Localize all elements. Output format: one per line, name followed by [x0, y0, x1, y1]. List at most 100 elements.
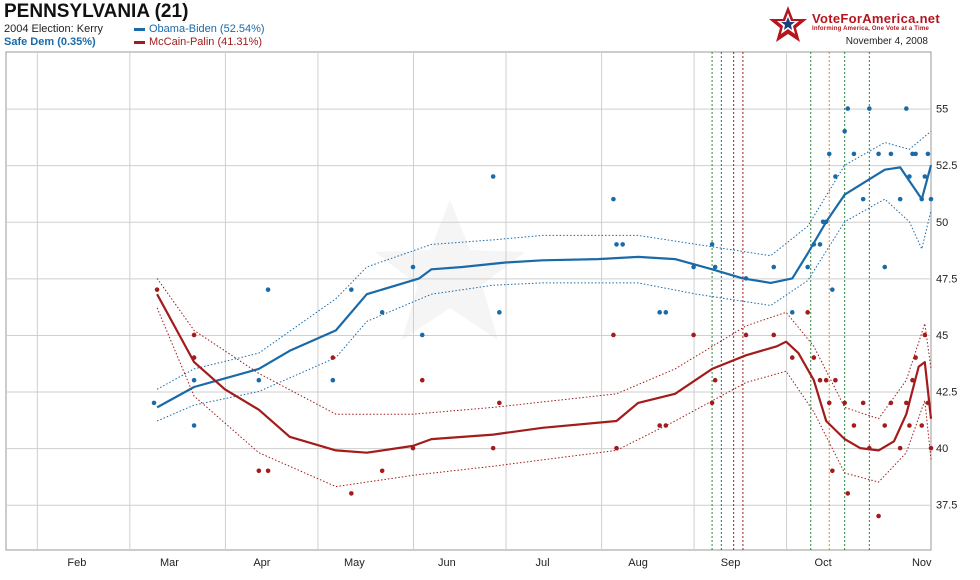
rep-poll-point: [897, 445, 903, 451]
legend-rep: McCain-Palin (41.31%): [134, 36, 262, 48]
dem-poll-point: [830, 287, 835, 292]
dem-poll-point: [743, 276, 749, 281]
legend-dem: Obama-Biden (52.54%): [134, 23, 265, 35]
rep-poll-point: [191, 332, 197, 338]
x-tick-label: Sep: [721, 557, 741, 569]
plot-frame: [5, 51, 932, 551]
rep-poll-point: [712, 377, 718, 383]
dem-poll-point: [256, 377, 262, 383]
dem-poll-point: [611, 196, 616, 202]
x-tick-label: Jul: [535, 557, 549, 569]
dem-poll-point: [851, 151, 857, 157]
dem-poll-point: [826, 151, 832, 157]
dem-poll-point: [191, 377, 197, 383]
dem-poll-point: [709, 242, 715, 247]
x-tick-label: Nov: [912, 557, 932, 569]
rep-poll-point: [709, 400, 715, 406]
dem-poll-point: [811, 242, 817, 247]
brand-tagline: Informing America, One Vote at a Time: [812, 26, 929, 32]
dem-poll-point: [663, 310, 669, 315]
y-tick-label: 52.5: [936, 160, 957, 172]
rep-poll-point: [256, 468, 262, 474]
rep-poll-point: [925, 400, 931, 406]
rep-poll-point: [888, 400, 894, 406]
legend-rep-swatch: [134, 40, 145, 44]
dem-poll-point: [410, 264, 416, 270]
dem-poll-point: [842, 128, 847, 134]
legend-dem-label: Obama-Biden (52.54%): [149, 23, 265, 35]
star-icon: [769, 6, 807, 42]
rep-poll-point: [851, 423, 857, 428]
dem-poll-point: [712, 264, 718, 270]
rep-lower-band: [156, 307, 932, 488]
rep-poll-point: [830, 468, 835, 474]
rep-poll-point: [611, 332, 616, 338]
status-label: Safe Dem (0.35%): [4, 36, 96, 48]
rep-poll-point: [154, 287, 160, 292]
dem-poll-point: [882, 264, 888, 270]
dem-poll-point: [876, 151, 881, 157]
rep-upper-band: [156, 278, 932, 420]
x-tick-label: Aug: [628, 557, 648, 569]
dem-poll-point: [620, 242, 625, 247]
dem-poll-point: [330, 377, 336, 383]
dem-poll-point: [888, 151, 894, 157]
brand-logo: VoteForAmerica.net Informing America, On…: [768, 4, 940, 44]
rep-poll-point: [833, 377, 838, 383]
date-label: November 4, 2008: [845, 36, 928, 47]
rep-poll-point: [842, 400, 847, 406]
rep-poll-point: [497, 400, 502, 406]
dem-poll-point: [379, 310, 385, 315]
rep-poll-point: [907, 423, 912, 428]
dem-poll-point: [907, 174, 912, 179]
rep-poll-point: [771, 332, 777, 338]
rep-poll-point: [805, 310, 810, 315]
x-tick-label: May: [344, 557, 365, 569]
x-tick-label: Jun: [438, 557, 456, 569]
rep-poll-point: [657, 423, 662, 428]
dem-poll-point: [490, 174, 496, 179]
rep-poll-point: [860, 400, 866, 406]
dem-poll-point: [928, 196, 934, 202]
y-tick-label: 47.5: [936, 273, 957, 285]
y-tick-label: 40: [936, 443, 948, 455]
rep-poll-point: [330, 355, 336, 360]
rep-poll-point: [882, 423, 888, 428]
rep-poll-point: [410, 445, 416, 451]
rep-poll-point: [191, 355, 197, 360]
dem-poll-point: [925, 151, 931, 157]
dem-poll-point: [771, 264, 777, 270]
x-tick-label: Mar: [160, 557, 179, 569]
x-tick-label: Apr: [253, 557, 270, 569]
rep-poll-point: [826, 400, 832, 406]
rep-poll-point: [919, 423, 925, 428]
dem-poll-point: [789, 310, 795, 315]
prev-election-label: 2004 Election: Kerry: [4, 23, 104, 35]
rep-poll-point: [379, 468, 385, 474]
dem-poll-point: [904, 106, 909, 111]
y-tick-label: 42.5: [936, 387, 957, 399]
dem-lower-band: [156, 198, 932, 422]
dem-poll-point: [919, 196, 925, 202]
dem-poll-point: [151, 400, 157, 406]
dem-poll-point: [265, 287, 271, 292]
dem-poll-point: [922, 174, 928, 179]
dem-poll-point: [817, 242, 823, 247]
rep-poll-point: [490, 445, 496, 451]
dem-poll-point: [833, 174, 838, 179]
rep-poll-point: [614, 445, 619, 451]
rep-poll-point: [823, 377, 829, 383]
rep-poll-point: [663, 423, 669, 428]
rep-poll-point: [913, 355, 918, 360]
dem-poll-point: [614, 242, 619, 247]
rep-poll-point: [904, 400, 909, 406]
rep-poll-point: [265, 468, 271, 474]
rep-poll-point: [419, 377, 425, 383]
rep-poll-point: [867, 445, 872, 451]
brand-name: VoteForAmerica.net: [812, 11, 940, 26]
dem-poll-point: [191, 423, 197, 428]
dem-poll-point: [913, 151, 918, 157]
dem-poll-point: [691, 264, 696, 270]
dem-poll-point: [897, 196, 903, 202]
